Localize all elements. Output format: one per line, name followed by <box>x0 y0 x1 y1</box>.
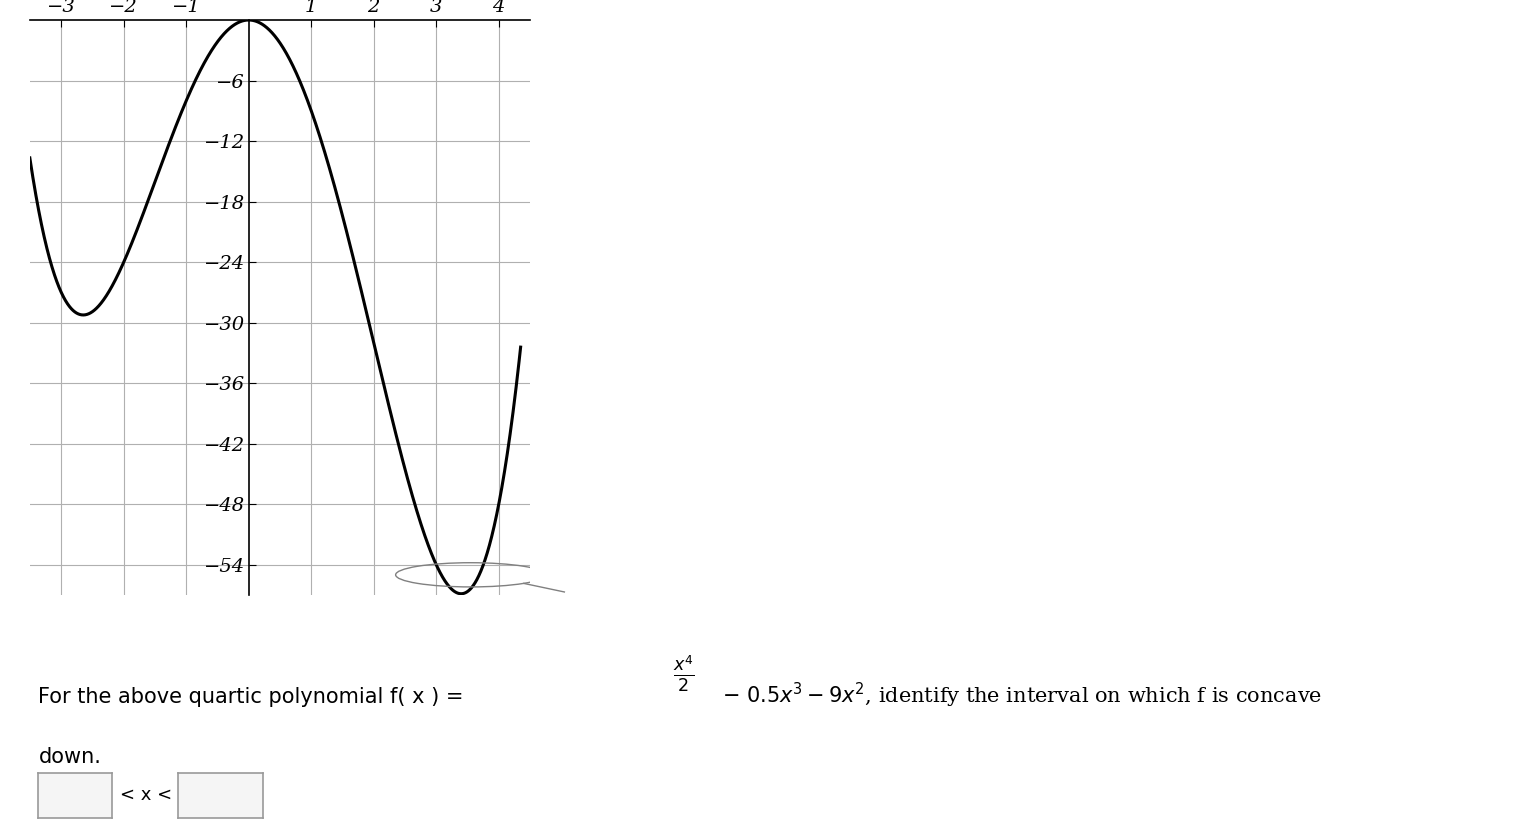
Text: $- \ 0.5x^3 - 9x^2$, identify the interval on which f is concave: $- \ 0.5x^3 - 9x^2$, identify the interv… <box>722 681 1322 709</box>
Text: For the above quartic polynomial f( x ) =: For the above quartic polynomial f( x ) … <box>38 687 470 707</box>
Text: $\frac{x^4}{2}$: $\frac{x^4}{2}$ <box>673 653 694 695</box>
Text: < x <: < x < <box>120 787 172 804</box>
Text: down.: down. <box>38 747 101 767</box>
